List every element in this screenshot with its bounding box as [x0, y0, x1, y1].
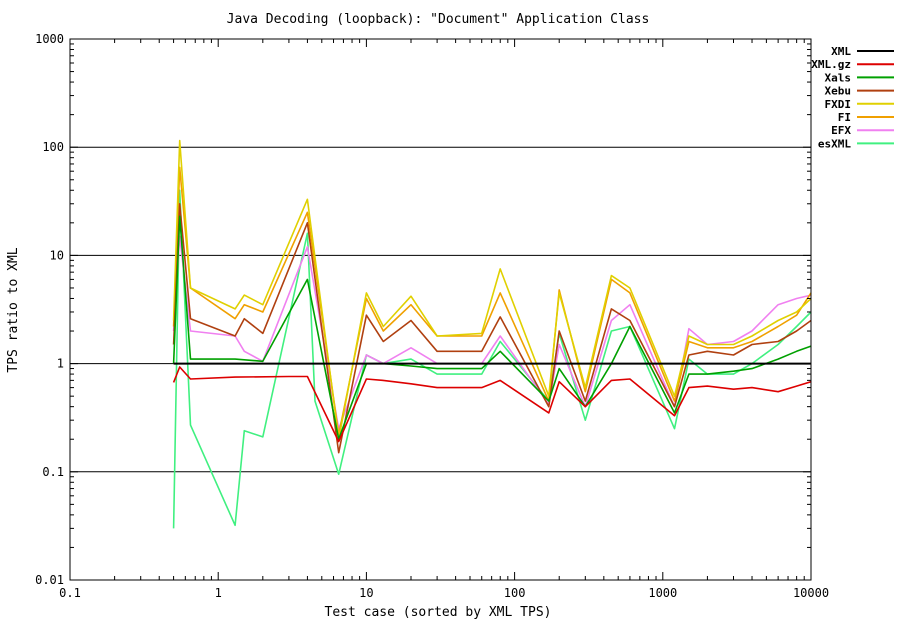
x-tick-label: 1000	[648, 586, 677, 600]
y-tick-label: 1	[57, 357, 64, 371]
series-line-fxdi	[172, 139, 812, 441]
series-line-fi	[172, 166, 812, 436]
legend-label: Xebu	[825, 85, 852, 98]
legend-label: esXML	[818, 137, 851, 150]
legend-label: EFX	[831, 124, 851, 137]
x-tick-labels: 0.1 1 10 100 1000 10000	[59, 586, 829, 600]
x-tick-label: 100	[504, 586, 526, 600]
chart-title: Java Decoding (loopback): "Document" App…	[227, 12, 650, 27]
series-layer	[172, 139, 812, 529]
legend-label: FI	[838, 111, 851, 124]
legend-label: FXDI	[825, 98, 852, 111]
y-tick-label: 0.01	[35, 573, 64, 587]
legend-label: XML	[831, 45, 851, 58]
y-axis-label: TPS ratio to XML	[6, 247, 21, 372]
series-line-esxml	[172, 189, 812, 529]
x-axis-label: Test case (sorted by XML TPS)	[325, 605, 552, 620]
series-line-xals	[172, 215, 812, 441]
legend-label: Xals	[825, 71, 852, 84]
legend-label: XML.gz	[811, 58, 851, 71]
y-tick-label: 100	[42, 140, 64, 154]
y-tick-label: 1000	[35, 32, 64, 46]
series-line-xebu	[172, 203, 812, 454]
plot-frame	[69, 38, 812, 581]
series-line-xml-gz	[172, 366, 812, 443]
series-line-efx	[172, 235, 812, 430]
y-tick-label: 0.1	[42, 465, 64, 479]
x-tick-label: 1	[215, 586, 222, 600]
x-tick-label: 10000	[793, 586, 829, 600]
y-tick-labels: 0.01 0.1 1 10 100 1000	[35, 32, 64, 587]
y-tick-label: 10	[50, 248, 64, 262]
x-tick-label: 0.1	[59, 586, 81, 600]
x-tick-label: 10	[359, 586, 373, 600]
ticks	[69, 38, 812, 581]
